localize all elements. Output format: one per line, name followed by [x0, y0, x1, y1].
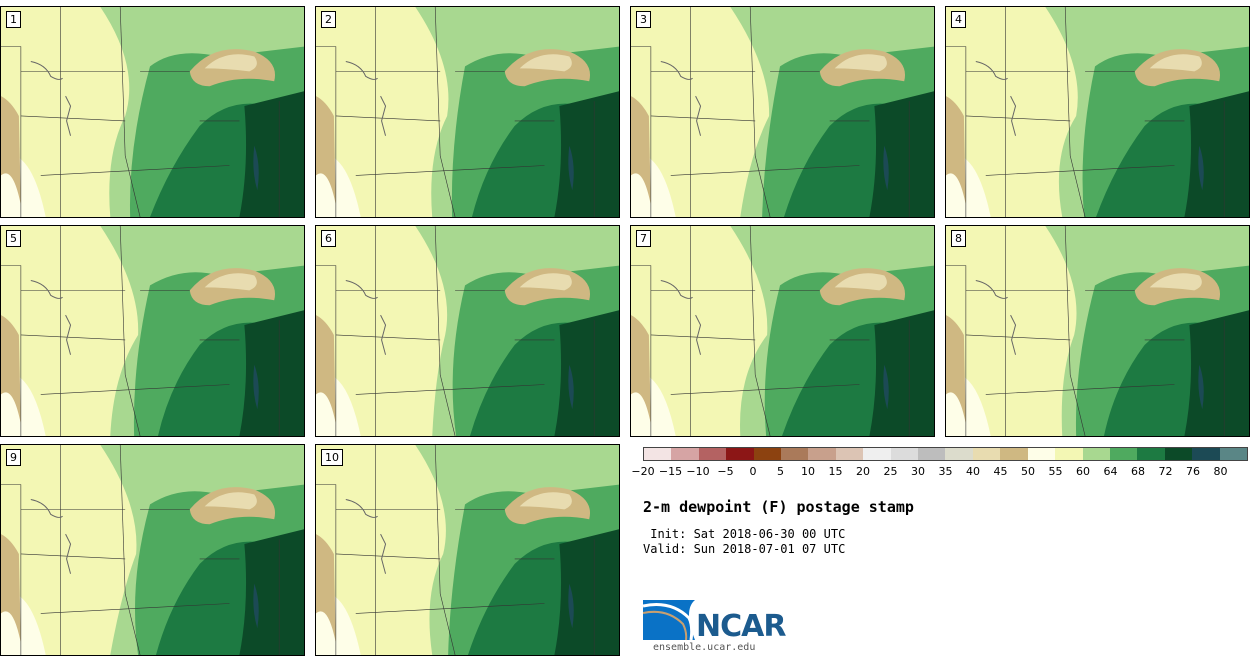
dewpoint-map — [631, 226, 934, 436]
map-panel-5[interactable]: 5 — [0, 225, 305, 437]
dewpoint-map — [316, 226, 619, 436]
dewpoint-map — [1, 7, 304, 217]
colorbar-swatch — [1109, 448, 1138, 460]
map-panel-4[interactable]: 4 — [945, 6, 1250, 218]
colorbar-tick-label: 25 — [883, 465, 898, 478]
panel-number: 3 — [636, 11, 651, 28]
panel-number: 2 — [321, 11, 336, 28]
ncar-wordmark: NCAR — [696, 609, 786, 644]
colorbar-tick-label: 0 — [749, 465, 757, 478]
colorbar-swatch — [863, 448, 891, 460]
colorbar-swatch — [808, 448, 836, 460]
colorbar-ticks: −20 −15 −10 −5 0 5 10 15 20 25 30 35 40 45 50 55 60 64 68 7… — [631, 465, 1248, 479]
panel-number: 1 — [6, 11, 21, 28]
dewpoint-map — [631, 7, 934, 217]
colorbar-swatch — [945, 448, 973, 460]
panel-number: 7 — [636, 230, 651, 247]
colorbar-swatch — [890, 448, 919, 460]
colorbar-swatch — [918, 448, 946, 460]
colorbar-swatch — [753, 448, 782, 460]
colorbar-swatch — [835, 448, 864, 460]
map-panel-1[interactable]: 1 — [0, 6, 305, 218]
colorbar-tick-label: 76 — [1186, 465, 1200, 478]
colorbar-swatch — [1192, 448, 1220, 460]
colorbar-tick-label: −5 — [717, 465, 734, 478]
dewpoint-map — [1, 226, 304, 436]
map-panel-6[interactable]: 6 — [315, 225, 620, 437]
colorbar-tick-label: 20 — [856, 465, 870, 478]
colorbar-tick-label: −20 — [631, 465, 655, 478]
colorbar-tick-label: 55 — [1048, 465, 1063, 478]
colorbar-swatch — [1137, 448, 1165, 460]
colorbar-swatch — [1027, 448, 1056, 460]
colorbar-tick-label: 15 — [828, 465, 843, 478]
map-panel-8[interactable]: 8 — [945, 225, 1250, 437]
ncar-logo-icon — [643, 600, 695, 641]
colorbar-swatch — [781, 448, 809, 460]
colorbar — [643, 447, 1248, 461]
colorbar-tick-label: 64 — [1103, 465, 1118, 478]
colorbar-swatch — [1055, 448, 1083, 460]
panel-number: 4 — [951, 11, 966, 28]
map-panel-3[interactable]: 3 — [630, 6, 935, 218]
map-panel-7[interactable]: 7 — [630, 225, 935, 437]
panel-number: 10 — [321, 449, 343, 466]
colorbar-tick-label: −15 — [658, 465, 683, 478]
panel-number: 6 — [321, 230, 336, 247]
plot-title: 2-m dewpoint (F) postage stamp — [643, 498, 914, 516]
panel-number: 9 — [6, 449, 21, 466]
colorbar-tick-label: 68 — [1131, 465, 1145, 478]
colorbar-swatch — [1164, 448, 1193, 460]
colorbar-tick-label: 10 — [801, 465, 815, 478]
colorbar-tick-label: 30 — [911, 465, 925, 478]
dewpoint-map — [316, 445, 619, 655]
colorbar-swatch — [1219, 448, 1247, 460]
dewpoint-map — [946, 226, 1249, 436]
panel-number: 5 — [6, 230, 21, 247]
colorbar-swatch — [1000, 448, 1028, 460]
colorbar-swatch — [1082, 448, 1110, 460]
colorbar-swatch — [671, 448, 699, 460]
colorbar-tick-label: 35 — [938, 465, 953, 478]
dewpoint-map — [316, 7, 619, 217]
colorbar-tick-label: 5 — [777, 465, 784, 478]
colorbar-tick-label: 40 — [966, 465, 980, 478]
panel-number: 8 — [951, 230, 966, 247]
colorbar-tick-label: 50 — [1021, 465, 1035, 478]
colorbar-swatch — [972, 448, 1001, 460]
map-panel-9[interactable]: 9 — [0, 444, 305, 656]
colorbar-tick-label: 60 — [1076, 465, 1090, 478]
colorbar-tick-label: −10 — [686, 465, 710, 478]
colorbar-tick-label: 45 — [993, 465, 1008, 478]
init-time: Init: Sat 2018-06-30 00 UTC — [643, 527, 846, 541]
colorbar-swatch — [644, 448, 672, 460]
dewpoint-map — [946, 7, 1249, 217]
colorbar-swatch — [726, 448, 754, 460]
map-panel-10[interactable]: 10 — [315, 444, 620, 656]
dewpoint-map — [1, 445, 304, 655]
colorbar-swatch — [698, 448, 727, 460]
map-panel-2[interactable]: 2 — [315, 6, 620, 218]
colorbar-tick-label: 80 — [1213, 465, 1228, 478]
website-link[interactable]: ensemble.ucar.edu — [653, 642, 756, 653]
colorbar-tick-label: 72 — [1158, 465, 1173, 478]
valid-time: Valid: Sun 2018-07-01 07 UTC — [643, 542, 846, 556]
